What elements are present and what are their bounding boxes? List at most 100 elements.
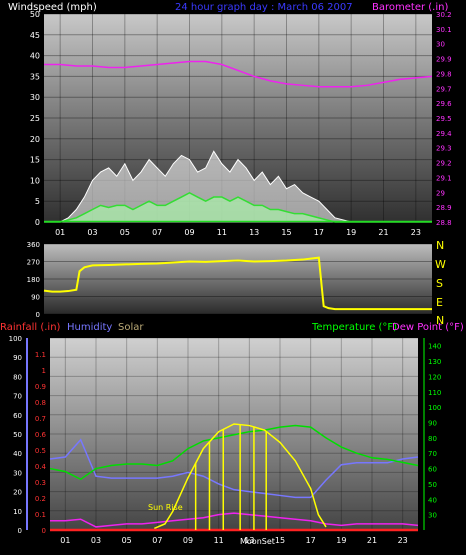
direction-tick-label: 180 xyxy=(27,276,40,284)
temperature-tick-label: 90 xyxy=(428,419,437,427)
barometer-tick-label: 29.7 xyxy=(436,85,452,93)
temperature-tick-label: 100 xyxy=(428,404,441,412)
moonset-annotation: MoonSet xyxy=(240,537,275,546)
humidity-tick-label: 50 xyxy=(13,431,22,439)
x-tick-label-top: 23 xyxy=(411,228,421,237)
x-tick-label-bottom: 07 xyxy=(152,536,162,545)
rainfall-tick-label: 0.8 xyxy=(35,399,46,407)
x-tick-label-bottom: 13 xyxy=(244,536,254,545)
temperature-tick-label: 40 xyxy=(428,496,437,504)
wind-average-area xyxy=(44,192,432,222)
temperature-tick-label: 30 xyxy=(428,512,437,520)
wind-tick-label: 10 xyxy=(30,176,40,185)
dewpoint-label: Dew Point (°F) xyxy=(392,322,464,333)
temperature-tick-label: 50 xyxy=(428,481,437,489)
dewpoint-line xyxy=(50,512,419,528)
wind-tick-label: 50 xyxy=(30,10,40,19)
humidity-tick-label: 90 xyxy=(13,354,22,362)
humidity-label: Humidity xyxy=(67,322,112,333)
barometer-tick-label: 30.2 xyxy=(436,11,452,19)
x-tick-label-bottom: 05 xyxy=(122,536,132,545)
wind-direction-line xyxy=(43,256,432,311)
direction-tick-label: 90 xyxy=(31,294,40,302)
barometer-tick-label: 30 xyxy=(436,41,445,49)
x-tick-label-top: 17 xyxy=(314,228,324,237)
rainfall-tick-label: 0.4 xyxy=(35,463,47,471)
wind-tick-label: 5 xyxy=(35,197,40,206)
barometer-label: Barometer (.in) xyxy=(372,2,448,13)
humidity-tick-label: 80 xyxy=(13,373,22,381)
temperature-tick-label: 60 xyxy=(428,466,437,474)
barometer-tick-label: 29.9 xyxy=(436,56,452,64)
barometer-tick-label: 28.8 xyxy=(436,219,452,227)
temperature-tick-label: 80 xyxy=(428,435,437,443)
humidity-tick-label: 20 xyxy=(13,489,22,497)
compass-s: S xyxy=(436,277,443,290)
solar-line xyxy=(153,423,327,530)
windspeed-label: Windspeed (mph) xyxy=(8,2,97,13)
rainfall-tick-label: 0.1 xyxy=(35,511,46,519)
x-tick-label-top: 11 xyxy=(217,228,227,237)
compass-w: W xyxy=(435,258,446,271)
x-tick-label-bottom: 19 xyxy=(336,536,346,545)
barometer-tick-label: 29.8 xyxy=(436,70,452,78)
x-tick-label-top: 01 xyxy=(55,228,65,237)
rainfall-tick-label: 1 xyxy=(42,367,46,375)
wind-average-line xyxy=(44,192,432,223)
x-tick-label-top: 21 xyxy=(378,228,388,237)
temperature-tick-label: 70 xyxy=(428,450,437,458)
direction-tick-label: 360 xyxy=(27,241,40,249)
temperature-tick-label: 130 xyxy=(428,358,441,366)
humidity-tick-label: 100 xyxy=(9,335,22,343)
compass-n-bottom: N xyxy=(436,314,444,327)
rainfall-tick-label: 0.7 xyxy=(35,415,46,423)
compass-e: E xyxy=(436,296,443,309)
wind-tick-label: 30 xyxy=(30,93,40,102)
temperature-line xyxy=(49,424,419,481)
temperature-tick-label: 110 xyxy=(428,389,441,397)
x-tick-label-top: 05 xyxy=(120,228,130,237)
x-tick-label-bottom: 23 xyxy=(398,536,408,545)
x-tick-label-top: 09 xyxy=(184,228,194,237)
rainfall-tick-label: 1.1 xyxy=(35,351,46,359)
x-tick-label-bottom: 15 xyxy=(275,536,285,545)
x-tick-label-top: 07 xyxy=(152,228,162,237)
temperature-label: Temperature (°F) xyxy=(311,322,397,333)
x-tick-label-top: 15 xyxy=(281,228,291,237)
wind-tick-label: 40 xyxy=(30,52,40,61)
wind-tick-label: 35 xyxy=(30,72,40,81)
x-tick-label-top: 13 xyxy=(249,228,259,237)
humidity-tick-label: 70 xyxy=(13,393,22,401)
barometer-tick-label: 29 xyxy=(436,189,445,197)
humidity-tick-label: 40 xyxy=(13,450,22,458)
direction-tick-label: 0 xyxy=(36,311,40,319)
x-tick-label-bottom: 17 xyxy=(306,536,316,545)
x-tick-label-top: 03 xyxy=(87,228,97,237)
temperature-tick-label: 140 xyxy=(428,343,441,351)
solar-label: Solar xyxy=(118,322,144,333)
wind-tick-label: 25 xyxy=(30,114,40,123)
x-tick-label-bottom: 03 xyxy=(91,536,101,545)
x-tick-label-bottom: 01 xyxy=(60,536,70,545)
x-tick-label-bottom: 21 xyxy=(367,536,377,545)
x-tick-label-bottom: 09 xyxy=(183,536,193,545)
rainfall-tick-label: 0.2 xyxy=(35,495,46,503)
wind-tick-label: 45 xyxy=(30,31,40,40)
rainfall-tick-label: 0 xyxy=(42,527,46,535)
barometer-tick-label: 29.5 xyxy=(436,115,452,123)
humidity-tick-label: 60 xyxy=(13,412,22,420)
wind-tick-label: 15 xyxy=(30,156,40,165)
x-tick-label-bottom: 11 xyxy=(214,536,224,545)
compass-n-top: N xyxy=(436,239,444,252)
wind-tick-label: 0 xyxy=(35,218,40,227)
panel-wind-direction xyxy=(44,244,432,314)
rainfall-tick-label: 0.3 xyxy=(35,479,46,487)
barometer-tick-label: 29.2 xyxy=(436,160,452,168)
chart-title: 24 hour graph day : March 06 2007 xyxy=(175,2,353,13)
rainfall-tick-label: 0.9 xyxy=(35,383,46,391)
barometer-tick-label: 29.3 xyxy=(436,145,452,153)
barometer-line xyxy=(44,60,433,88)
x-tick-label-top: 19 xyxy=(346,228,356,237)
